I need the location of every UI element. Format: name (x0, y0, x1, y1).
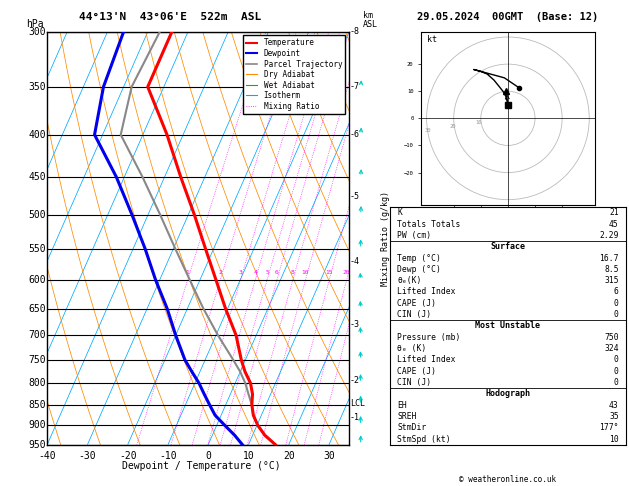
Text: SREH: SREH (397, 412, 416, 421)
Text: -30: -30 (79, 451, 96, 461)
Text: 550: 550 (28, 244, 46, 254)
Text: kt: kt (426, 35, 437, 44)
Text: 500: 500 (28, 209, 46, 220)
Text: 10: 10 (243, 451, 254, 461)
Text: θₑ (K): θₑ (K) (397, 344, 426, 353)
Text: -1: -1 (350, 413, 360, 422)
Text: 2: 2 (218, 270, 222, 275)
Text: 35: 35 (609, 412, 619, 421)
Text: 30: 30 (323, 451, 335, 461)
Text: 6: 6 (275, 270, 279, 275)
Legend: Temperature, Dewpoint, Parcel Trajectory, Dry Adiabat, Wet Adiabat, Isotherm, Mi: Temperature, Dewpoint, Parcel Trajectory… (243, 35, 345, 114)
Text: -2: -2 (350, 376, 360, 385)
Text: Totals Totals: Totals Totals (397, 220, 460, 228)
Text: CIN (J): CIN (J) (397, 378, 431, 387)
Text: 5: 5 (265, 270, 269, 275)
Text: 20: 20 (450, 124, 457, 129)
Text: Hodograph: Hodograph (486, 389, 530, 399)
Text: -6: -6 (350, 130, 360, 139)
Text: 8.5: 8.5 (604, 265, 619, 274)
Text: 1: 1 (186, 270, 189, 275)
Text: -5: -5 (350, 192, 360, 201)
Text: 4: 4 (253, 270, 257, 275)
Text: 20: 20 (283, 451, 294, 461)
Text: Surface: Surface (491, 242, 525, 251)
Text: -8: -8 (350, 27, 360, 36)
Text: 20: 20 (343, 270, 350, 275)
Text: 29.05.2024  00GMT  (Base: 12): 29.05.2024 00GMT (Base: 12) (417, 12, 599, 22)
Text: 2.29: 2.29 (599, 231, 619, 240)
Text: EH: EH (397, 400, 407, 410)
Text: 3: 3 (238, 270, 242, 275)
Text: 800: 800 (28, 378, 46, 388)
Text: 21: 21 (609, 208, 619, 217)
Text: Lifted Index: Lifted Index (397, 288, 455, 296)
Text: -7: -7 (350, 82, 360, 91)
Text: 750: 750 (28, 355, 46, 365)
Text: Mixing Ratio (g/kg): Mixing Ratio (g/kg) (381, 191, 389, 286)
Text: CIN (J): CIN (J) (397, 310, 431, 319)
Text: -3: -3 (350, 320, 360, 330)
Text: 750: 750 (604, 333, 619, 342)
Text: -4: -4 (350, 257, 360, 266)
Text: 16.7: 16.7 (599, 254, 619, 262)
Text: 300: 300 (28, 27, 46, 36)
Text: Dewpoint / Temperature (°C): Dewpoint / Temperature (°C) (122, 461, 281, 471)
Text: 10: 10 (609, 434, 619, 444)
Text: 900: 900 (28, 420, 46, 430)
Text: 0: 0 (614, 378, 619, 387)
Text: 0: 0 (614, 310, 619, 319)
Text: -20: -20 (119, 451, 136, 461)
Text: 650: 650 (28, 304, 46, 313)
Text: 450: 450 (28, 172, 46, 182)
Text: StmSpd (kt): StmSpd (kt) (397, 434, 451, 444)
Text: Temp (°C): Temp (°C) (397, 254, 441, 262)
Text: 600: 600 (28, 275, 46, 285)
Text: 0: 0 (614, 366, 619, 376)
Text: 15: 15 (325, 270, 333, 275)
Text: 324: 324 (604, 344, 619, 353)
Text: 950: 950 (28, 440, 46, 450)
Text: K: K (397, 208, 402, 217)
Text: 10: 10 (476, 120, 482, 125)
Text: 43: 43 (609, 400, 619, 410)
Text: 30: 30 (424, 128, 431, 133)
Text: 6: 6 (614, 288, 619, 296)
Text: θₑ(K): θₑ(K) (397, 276, 421, 285)
Text: km
ASL: km ASL (363, 11, 378, 29)
Text: CAPE (J): CAPE (J) (397, 366, 436, 376)
Text: 0: 0 (614, 355, 619, 364)
Text: 8: 8 (291, 270, 294, 275)
Text: -10: -10 (159, 451, 177, 461)
Text: 45: 45 (609, 220, 619, 228)
Text: 700: 700 (28, 330, 46, 340)
Text: LCL: LCL (350, 399, 365, 408)
Text: 400: 400 (28, 130, 46, 139)
Text: Pressure (mb): Pressure (mb) (397, 333, 460, 342)
Text: 44°13'N  43°06'E  522m  ASL: 44°13'N 43°06'E 522m ASL (79, 12, 261, 22)
Text: hPa: hPa (26, 19, 44, 29)
Text: 350: 350 (28, 82, 46, 92)
Text: Lifted Index: Lifted Index (397, 355, 455, 364)
Text: Most Unstable: Most Unstable (476, 321, 540, 330)
Text: © weatheronline.co.uk: © weatheronline.co.uk (459, 474, 557, 484)
Text: 315: 315 (604, 276, 619, 285)
Text: PW (cm): PW (cm) (397, 231, 431, 240)
Text: 10: 10 (302, 270, 309, 275)
Text: Dewp (°C): Dewp (°C) (397, 265, 441, 274)
Text: -40: -40 (38, 451, 56, 461)
Text: 850: 850 (28, 400, 46, 410)
Text: 0: 0 (205, 451, 211, 461)
Text: 0: 0 (614, 299, 619, 308)
Text: StmDir: StmDir (397, 423, 426, 432)
Text: 177°: 177° (599, 423, 619, 432)
Text: CAPE (J): CAPE (J) (397, 299, 436, 308)
